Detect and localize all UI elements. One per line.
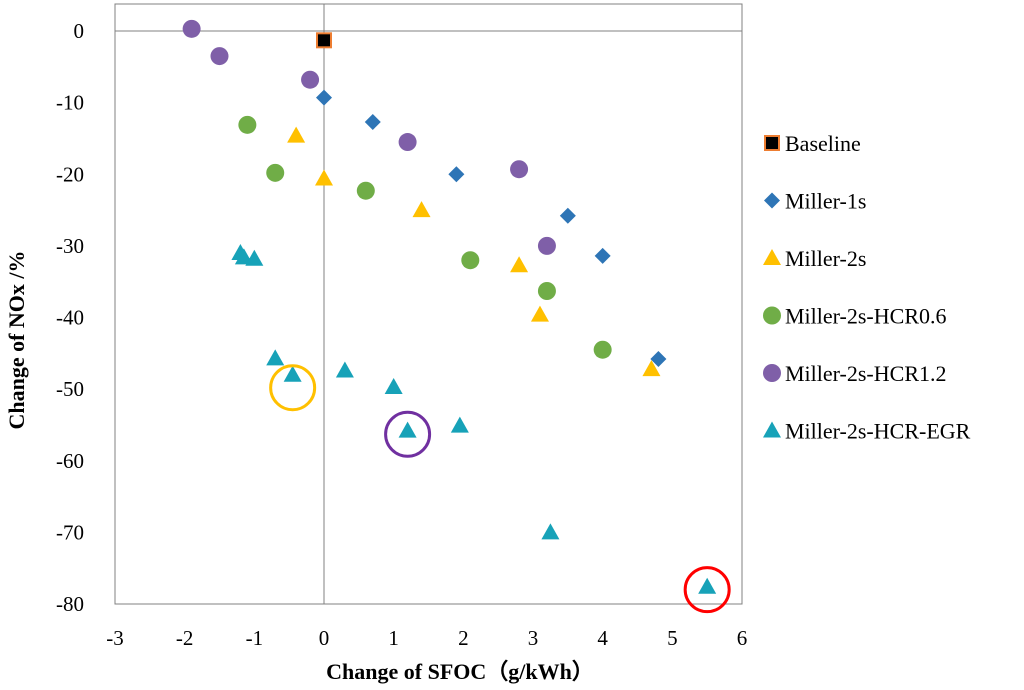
y-tick-label: -20 — [56, 162, 84, 186]
miller-2s-hcr0-6-point — [593, 340, 612, 359]
miller-2s-hcr0-6-point — [238, 115, 257, 134]
y-tick-labels: 0 -10 -20 -30 -40 -50 -60 -70 -80 — [56, 19, 84, 616]
x-tick-labels: -3 -2 -1 0 1 2 3 4 5 6 — [106, 626, 747, 650]
miller-1s-point — [364, 113, 381, 130]
x-tick-label: 3 — [528, 626, 539, 650]
x-axis-title: Change of SFOC（g/kWh） — [326, 659, 594, 684]
baseline-legend-marker — [764, 135, 780, 151]
x-tick-label: 1 — [388, 626, 399, 650]
miller-2s-hcr-egr-point — [698, 577, 717, 594]
y-tick-label: -40 — [56, 306, 84, 330]
miller-2s-hcr1-2-point — [510, 160, 529, 179]
miller-1s-point — [448, 166, 465, 183]
miller-2s-hcr1-2-point — [182, 19, 201, 38]
miller-1s-point — [650, 351, 667, 368]
miller-2s-point — [642, 360, 661, 377]
x-tick-label: 2 — [458, 626, 469, 650]
miller-2s-hcr0-6-point — [461, 251, 480, 270]
legend-label: Miller-1s — [785, 189, 866, 214]
miller-1s-point — [316, 89, 332, 106]
miller-2s-hcr1-2-point — [301, 70, 320, 89]
y-tick-label: -80 — [56, 592, 84, 616]
x-tick-label: 5 — [667, 626, 678, 650]
highlight-circles — [269, 364, 731, 614]
baseline-point — [316, 32, 332, 49]
miller-2s-hcr-egr-point — [398, 421, 417, 438]
y-tick-label: -60 — [56, 449, 84, 473]
legend-label: Miller-2s-HCR0.6 — [785, 304, 947, 329]
legend-label: Miller-2s — [785, 246, 866, 271]
miller-1s-point — [559, 207, 576, 224]
miller-2s-hcr1-2-point — [537, 236, 556, 255]
miller-2s-hcr-egr-point — [245, 249, 264, 266]
miller-2s-hcr-egr-point — [335, 361, 354, 378]
miller-2s-point — [412, 201, 431, 218]
legend-label: Baseline — [785, 131, 861, 156]
miller-2s-point — [510, 256, 529, 273]
miller-2s-hcr0-6-point — [266, 163, 285, 182]
miller-1s-legend-marker — [764, 192, 780, 209]
data-points — [182, 19, 717, 594]
legend-label: Miller-2s-HCR-EGR — [785, 419, 971, 444]
x-tick-label: 0 — [319, 626, 330, 650]
miller-2s-hcr-egr-point — [450, 416, 469, 433]
highlight-circle — [683, 566, 731, 614]
x-tick-label: 6 — [737, 626, 748, 650]
miller-2s-legend-marker — [763, 249, 781, 265]
miller-2s-hcr-egr-point — [283, 365, 302, 382]
miller-2s-hcr0-6-point — [356, 181, 375, 200]
y-tick-label: -10 — [56, 91, 84, 115]
plot-area — [114, 3, 743, 605]
x-tick-label: -3 — [106, 626, 124, 650]
miller-2s-hcr-egr-point — [266, 349, 285, 366]
miller-2s-point — [315, 169, 333, 186]
miller-2s-hcr1-2-legend-marker — [763, 364, 781, 382]
legend: Baseline Miller-1s Miller-2s Miller-2s-HCR0… — [763, 131, 971, 444]
miller-2s-hcr0-6-point — [537, 281, 556, 300]
miller-2s-hcr-egr-point — [541, 523, 560, 540]
miller-2s-hcr1-2-point — [398, 133, 417, 152]
x-tick-label: -1 — [246, 626, 264, 650]
highlight-circle — [384, 410, 432, 458]
y-tick-label: -50 — [56, 377, 84, 401]
miller-2s-point — [530, 305, 549, 322]
legend-label: Miller-2s-HCR1.2 — [785, 361, 947, 386]
miller-1s-point — [594, 247, 611, 264]
y-axis-title: Change of NOx /% — [4, 250, 29, 429]
x-tick-label: -2 — [176, 626, 194, 650]
y-tick-label: -30 — [56, 234, 84, 258]
y-tick-label: 0 — [74, 19, 85, 43]
miller-2s-point — [287, 126, 306, 143]
miller-2s-hcr1-2-point — [210, 47, 229, 66]
miller-2s-hcr0-6-legend-marker — [763, 306, 781, 325]
miller-2s-hcr-egr-legend-marker — [763, 421, 781, 438]
x-tick-label: 4 — [597, 626, 608, 650]
y-tick-label: -70 — [56, 520, 84, 544]
highlight-circle — [269, 364, 317, 412]
miller-2s-hcr-egr-point — [234, 248, 253, 265]
miller-2s-hcr-egr-point — [384, 377, 403, 394]
